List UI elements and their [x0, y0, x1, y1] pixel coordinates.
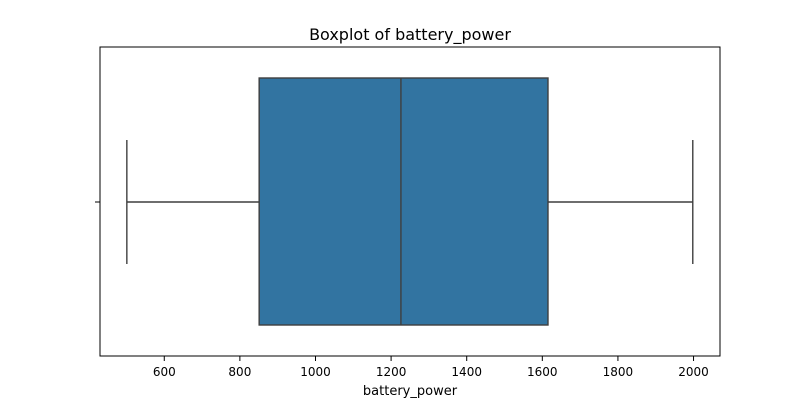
- x-tick-label: 1600: [527, 365, 558, 379]
- x-tick-label: 1800: [603, 365, 634, 379]
- x-tick-label: 1200: [376, 365, 407, 379]
- x-tick-label: 1400: [451, 365, 482, 379]
- x-tick-label: 800: [228, 365, 251, 379]
- x-tick-label: 2000: [678, 365, 709, 379]
- box: [258, 77, 549, 326]
- x-axis-label: battery_power: [363, 384, 458, 399]
- x-tick-label: 1000: [300, 365, 331, 379]
- x-tick-label: 600: [153, 365, 176, 379]
- chart-title: Boxplot of battery_power: [309, 25, 511, 45]
- x-axis-ticks: 600 800 1000 1200 1400 1600 1800 2000: [153, 356, 709, 379]
- plot-area: [126, 77, 694, 326]
